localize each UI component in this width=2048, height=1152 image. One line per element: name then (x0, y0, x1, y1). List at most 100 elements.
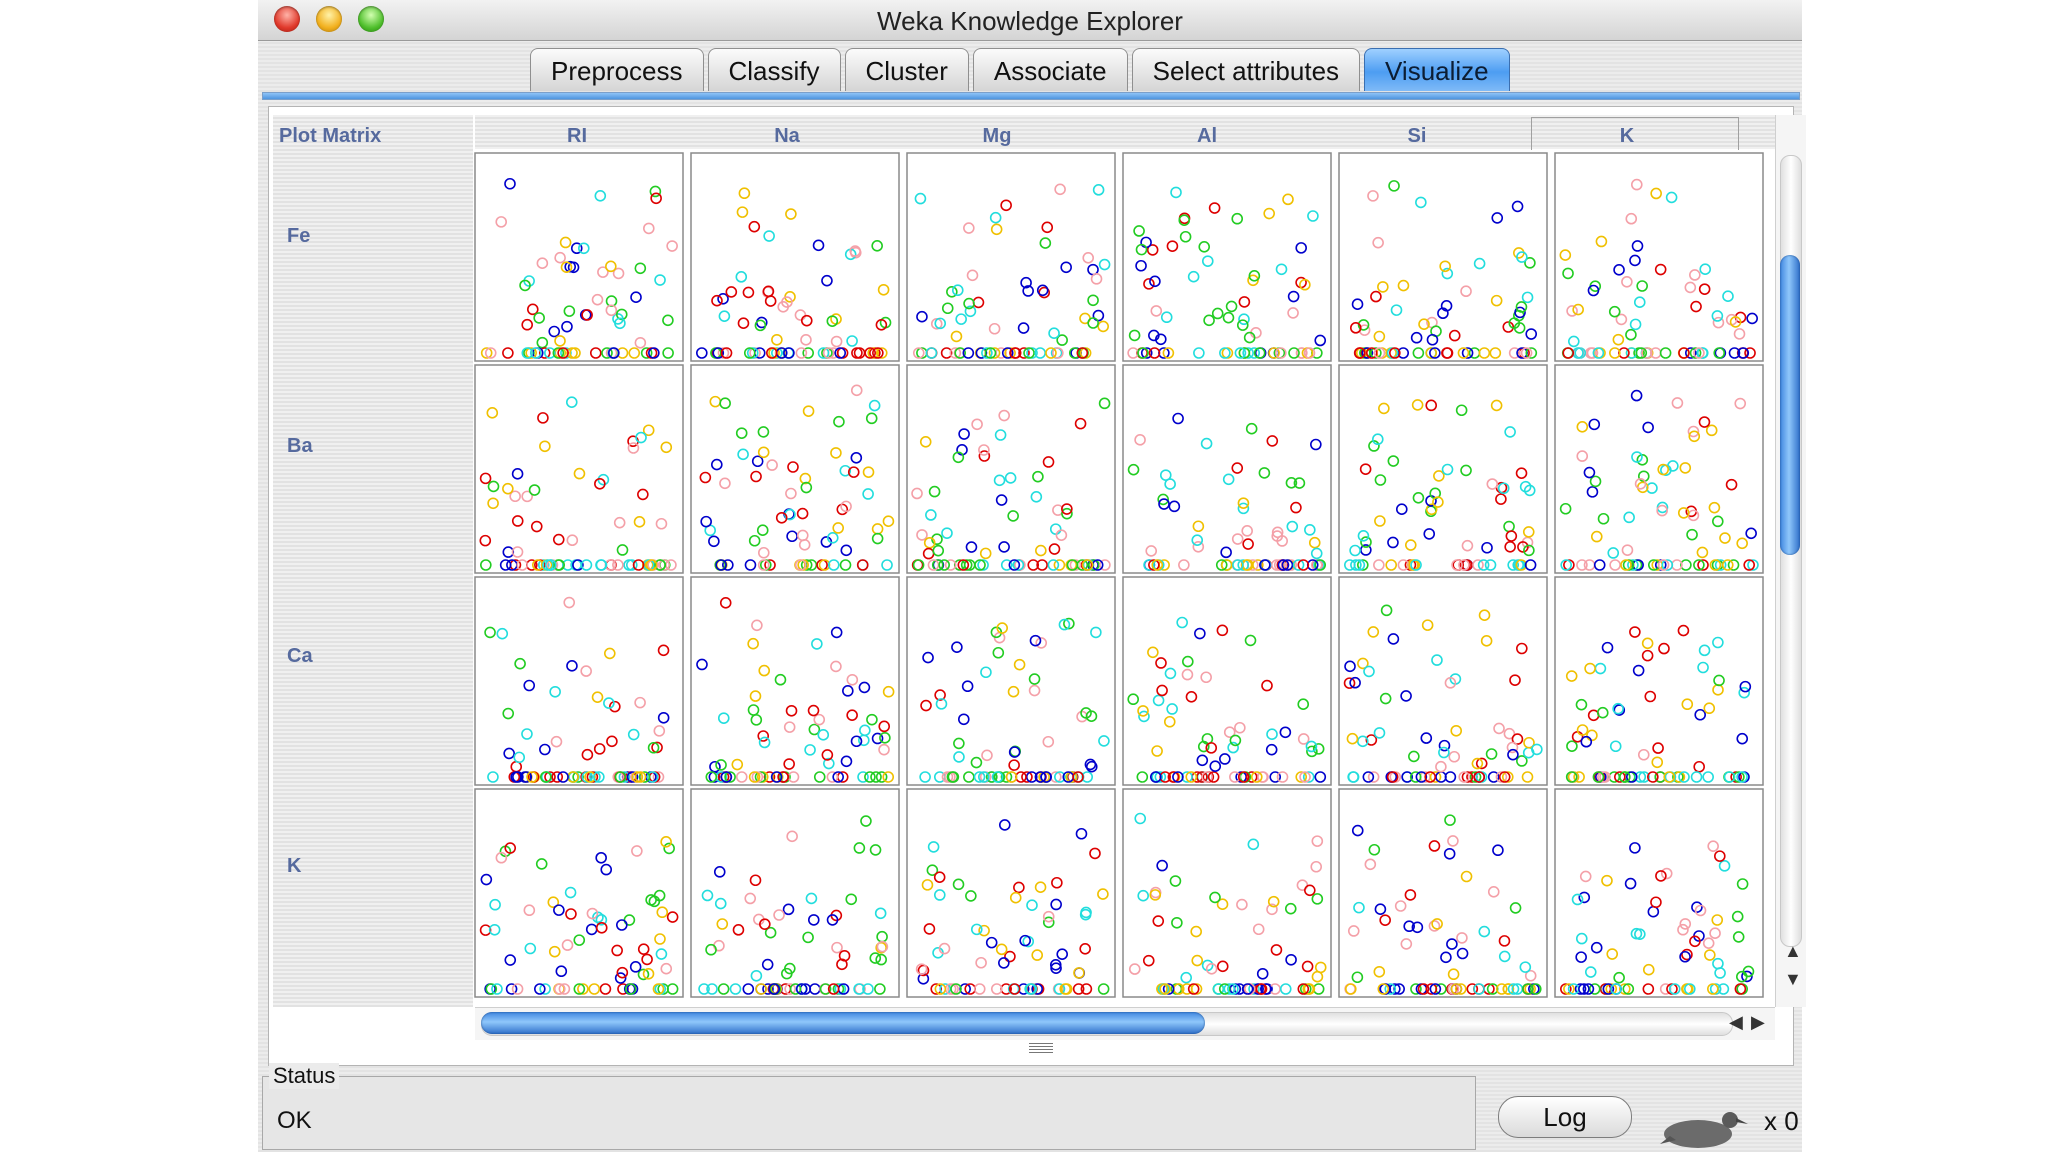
tab-select-attributes[interactable]: Select attributes (1131, 48, 1361, 91)
scatter-point (1490, 399, 1503, 412)
scroll-right-arrow-icon[interactable]: ▶ (1751, 1012, 1765, 1032)
scatter-point (555, 965, 568, 978)
close-button[interactable] (274, 6, 300, 32)
scatter-point (926, 864, 939, 877)
scatter-point (511, 515, 524, 527)
scatter-point (781, 967, 793, 980)
scatter-cell-ba-na[interactable] (690, 364, 900, 574)
scatter-point (1438, 746, 1450, 759)
scroll-down-arrow-icon[interactable]: ▼ (1784, 969, 1802, 989)
scatter-point (595, 851, 607, 864)
scatter-point (923, 923, 936, 935)
tab-cluster[interactable]: Cluster (844, 48, 969, 91)
scatter-point (962, 347, 975, 359)
minimize-button[interactable] (316, 6, 342, 32)
scatter-point (1525, 347, 1538, 359)
scatter-point (833, 415, 845, 428)
tab-preprocess[interactable]: Preprocess (530, 48, 704, 91)
scatter-point (1147, 646, 1159, 659)
scatter-point (988, 322, 1001, 335)
tab-classify[interactable]: Classify (707, 48, 841, 91)
scatter-point (1160, 311, 1173, 324)
scatter-point (756, 524, 769, 537)
scatter-point (783, 347, 795, 359)
scatter-point (616, 919, 628, 931)
scatter-cell-ba-al[interactable] (1122, 364, 1332, 574)
scatter-point (785, 704, 798, 717)
scatter-cell-ba-mg[interactable] (906, 364, 1116, 574)
scatter-point (1192, 520, 1205, 533)
scatter-cell-fe-al[interactable] (1122, 152, 1332, 362)
scatter-point (1166, 703, 1178, 715)
scatter-cell-k-si[interactable] (1338, 788, 1548, 998)
tab-visualize[interactable]: Visualize (1364, 48, 1510, 91)
scatter-point (850, 384, 863, 397)
scatter-point (487, 480, 500, 493)
scatter-cell-k-ri[interactable] (474, 788, 684, 998)
scatter-point (1596, 706, 1609, 719)
scatter-point (1012, 559, 1025, 571)
scatter-cell-k-mg[interactable] (906, 788, 1116, 998)
scatter-cell-fe-ri[interactable] (474, 152, 684, 362)
scatter-cell-ca-si[interactable] (1338, 576, 1548, 786)
scatter-cell-k-al[interactable] (1122, 788, 1332, 998)
split-grip-icon[interactable] (1029, 1043, 1053, 1053)
scatter-point (856, 559, 869, 571)
horizontal-scroll-thumb[interactable] (481, 1012, 1205, 1034)
scatter-cell-ca-na[interactable] (690, 576, 900, 786)
scatter-cell-k-na[interactable] (690, 788, 900, 998)
scatter-point (580, 559, 593, 571)
scatter-point (1659, 983, 1672, 995)
scatter-point (1387, 536, 1399, 549)
scatter-point (1028, 684, 1041, 697)
scatter-point (1378, 402, 1390, 415)
scatter-point (552, 533, 565, 546)
scatter-cell-k-k[interactable] (1554, 788, 1764, 998)
scroll-up-arrow-icon[interactable]: ▲ (1784, 941, 1802, 961)
scatter-point (1356, 735, 1369, 748)
scatter-cell-fe-k[interactable] (1554, 152, 1764, 362)
scatter-point (840, 544, 853, 557)
log-button[interactable]: Log (1498, 1096, 1632, 1138)
scatter-point (783, 721, 796, 733)
scatter-point (1506, 741, 1519, 754)
scatter-point (1035, 637, 1048, 649)
scatter-cell-ca-k[interactable] (1554, 576, 1764, 786)
scatter-point (566, 660, 578, 672)
vertical-scrollbar[interactable]: ▲ ▼ (1775, 115, 1806, 1007)
scatter-cell-fe-na[interactable] (690, 152, 900, 362)
scatter-point (525, 347, 537, 359)
scatter-point (1314, 559, 1327, 571)
scatter-point (484, 347, 497, 359)
scatter-point (504, 177, 516, 190)
scatter-point (666, 983, 679, 995)
scatter-point (988, 347, 1001, 359)
scatter-cell-fe-si[interactable] (1338, 152, 1548, 362)
tab-associate[interactable]: Associate (972, 48, 1128, 91)
scatter-point (1572, 303, 1584, 316)
scatter-point (786, 830, 798, 843)
vertical-scroll-thumb[interactable] (1780, 255, 1800, 555)
scatter-cell-ca-al[interactable] (1122, 576, 1332, 786)
scatter-point (1287, 307, 1299, 319)
horizontal-scrollbar[interactable]: ◀ ▶ (475, 1007, 1775, 1040)
scatter-point (625, 559, 638, 571)
scatter-matrix[interactable] (473, 151, 1777, 1011)
scatter-point (1711, 914, 1724, 926)
scatter-point (551, 771, 564, 783)
scatter-point (1193, 347, 1205, 359)
scatter-point (1190, 925, 1202, 938)
scroll-left-arrow-icon[interactable]: ◀ (1729, 1012, 1743, 1032)
scatter-point (1586, 486, 1599, 498)
scatter-point (782, 903, 795, 916)
scatter-point (595, 921, 608, 934)
scatter-point (1201, 771, 1213, 783)
scatter-point (1690, 771, 1703, 783)
scatter-point (480, 347, 493, 359)
scatter-point (548, 945, 561, 958)
scatter-cell-ca-ri[interactable] (474, 576, 684, 786)
zoom-button[interactable] (358, 6, 384, 32)
scatter-point (1209, 891, 1221, 904)
scatter-point (1271, 526, 1284, 539)
scatter-point (882, 771, 895, 783)
